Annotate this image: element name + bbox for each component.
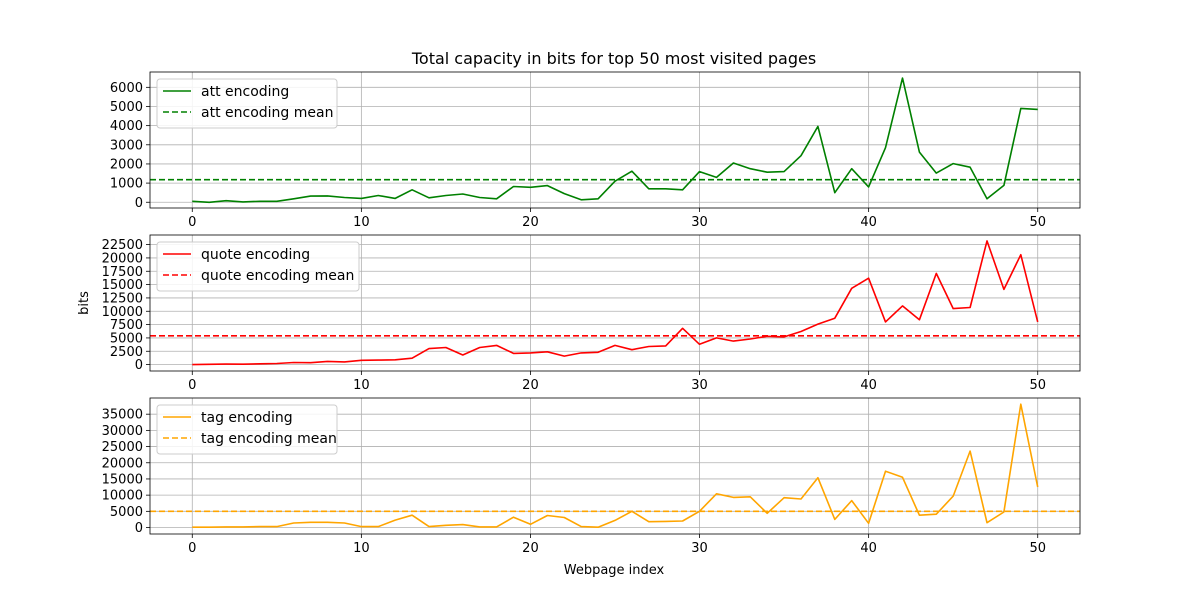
- legend-label: att encoding: [201, 84, 289, 100]
- x-tick-label: 0: [188, 541, 196, 556]
- y-tick-label: 17500: [102, 265, 143, 280]
- x-tick-label: 50: [1029, 215, 1046, 230]
- y-tick-label: 20000: [102, 456, 143, 471]
- y-tick-label: 30000: [102, 424, 143, 439]
- y-tick-label: 20000: [102, 251, 143, 266]
- panel-1: 0 10 20 30 40 50 0 1000 2000 3000 4000 5000 6000 att …: [110, 71, 1081, 230]
- y-tick-label: 10000: [102, 489, 143, 504]
- y-axis-label: bits: [77, 291, 92, 315]
- series-line-quote-encoding: [192, 240, 1039, 366]
- panel-3: 0 10 20 30 40 5005000100001500020000250003000…: [102, 397, 1081, 556]
- y-tick-label: 15000: [102, 278, 143, 293]
- x-tick-label: 20: [522, 541, 539, 556]
- legend-label: tag encoding: [201, 410, 293, 426]
- x-tick-label: 10: [353, 378, 370, 393]
- legend-box: [156, 241, 360, 292]
- x-tick-label: 40: [860, 215, 877, 230]
- x-tick-label: 40: [860, 541, 877, 556]
- x-tick-label: 30: [691, 215, 708, 230]
- legend: att encoding att encoding mean: [156, 78, 338, 129]
- x-axis-label: Webpage index: [564, 563, 665, 578]
- axes-frame: [149, 71, 1081, 209]
- x-tick-label: 30: [691, 378, 708, 393]
- y-tick-label: 5000: [110, 100, 143, 115]
- y-tick-label: 5000: [110, 505, 143, 520]
- x-tick-label: 20: [522, 378, 539, 393]
- y-tick-label: 25000: [102, 440, 143, 455]
- x-tick-label: 40: [860, 378, 877, 393]
- y-tick-label: 10000: [102, 305, 143, 320]
- y-tick-label: 35000: [102, 408, 143, 423]
- y-tick-label: 22500: [102, 238, 143, 253]
- legend: quote encoding quote encoding mean: [156, 241, 360, 292]
- x-tick-label: 10: [353, 215, 370, 230]
- legend-label: tag encoding mean: [201, 431, 337, 447]
- y-tick-label: 0: [135, 358, 143, 373]
- legend-box: [156, 404, 338, 455]
- y-tick-label: 0: [135, 196, 143, 211]
- y-tick-label: 12500: [102, 291, 143, 306]
- legend-label: quote encoding: [201, 247, 310, 263]
- x-tick-label: 50: [1029, 541, 1046, 556]
- x-tick-label: 30: [691, 541, 708, 556]
- y-tick-label: 2500: [110, 345, 143, 360]
- x-tick-label: 0: [188, 215, 196, 230]
- x-tick-label: 20: [522, 215, 539, 230]
- legend: tag encoding tag encoding mean: [156, 404, 338, 455]
- y-tick-label: 6000: [110, 81, 143, 96]
- y-tick-label: 3000: [110, 138, 143, 153]
- y-tick-label: 4000: [110, 119, 143, 134]
- chart-title: Total capacity in bits for top 50 most v…: [411, 49, 816, 68]
- panel-2: 0 10 20 30 40 5002500500075001000012500150001…: [102, 234, 1081, 393]
- x-tick-label: 0: [188, 378, 196, 393]
- y-tick-label: 5000: [110, 331, 143, 346]
- axes-frame: [149, 397, 1081, 535]
- x-tick-label: 10: [353, 541, 370, 556]
- y-tick-label: 2000: [110, 157, 143, 172]
- legend-label: att encoding mean: [201, 105, 333, 121]
- series-line-att-encoding: [192, 77, 1038, 204]
- legend-label: quote encoding mean: [201, 268, 354, 284]
- y-tick-label: 0: [135, 521, 143, 536]
- y-tick-label: 7500: [110, 318, 143, 333]
- x-tick-label: 50: [1029, 378, 1046, 393]
- series-line-tag-encoding: [192, 403, 1039, 529]
- y-tick-label: 15000: [102, 472, 143, 487]
- axes-frame: [149, 234, 1081, 372]
- y-tick-label: 1000: [110, 177, 143, 192]
- legend-box: [156, 78, 338, 129]
